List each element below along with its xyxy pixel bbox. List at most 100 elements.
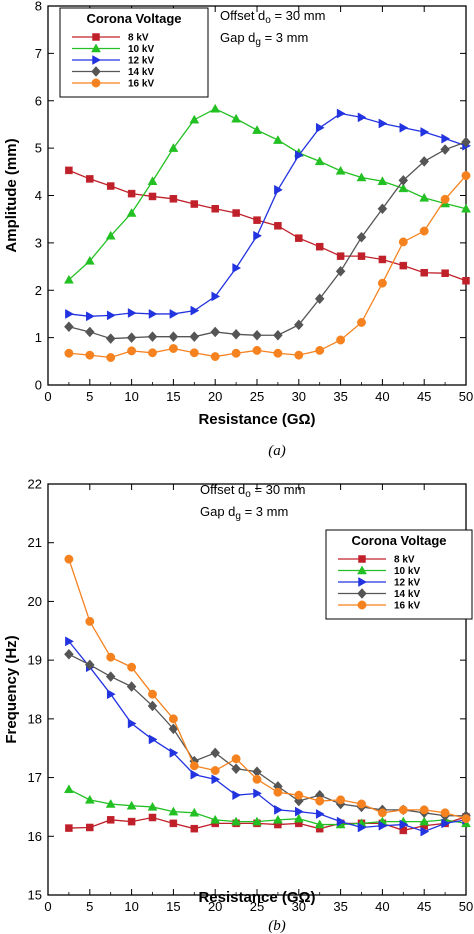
- y-tick-label: 22: [28, 477, 42, 492]
- data-point: [169, 309, 179, 319]
- data-point: [210, 352, 220, 362]
- x-tick-label: 35: [333, 389, 347, 404]
- data-point: [211, 291, 221, 302]
- data-point: [252, 774, 262, 784]
- data-point: [86, 175, 94, 183]
- data-point: [105, 798, 116, 808]
- data-point: [86, 311, 95, 322]
- data-point: [419, 805, 429, 815]
- data-point: [253, 216, 261, 224]
- data-point: [65, 636, 74, 647]
- series-16kV: [64, 171, 471, 362]
- data-point: [85, 350, 95, 360]
- data-point: [232, 263, 242, 273]
- data-point: [252, 329, 262, 341]
- data-point: [336, 335, 346, 345]
- legend-entry: 12 kV: [128, 56, 154, 67]
- data-point: [105, 230, 116, 240]
- data-point: [357, 318, 366, 327]
- data-point: [420, 826, 430, 837]
- data-point: [211, 205, 219, 213]
- data-point: [356, 172, 367, 182]
- data-point: [148, 689, 157, 699]
- data-point: [294, 350, 304, 360]
- legend-title: Corona Voltage: [86, 11, 181, 26]
- data-point: [63, 784, 74, 794]
- data-point: [336, 816, 346, 827]
- data-point: [231, 763, 241, 775]
- x-axis-label: Resistance (GΩ): [198, 889, 315, 906]
- data-point: [461, 171, 471, 181]
- data-point: [315, 796, 325, 806]
- legend-swatch-marker: [358, 555, 366, 563]
- data-point: [398, 183, 409, 193]
- data-point: [169, 747, 179, 758]
- data-point: [106, 652, 116, 662]
- data-point: [190, 824, 199, 833]
- legend-box: [325, 529, 473, 620]
- legend-swatch-marker: [358, 577, 368, 587]
- data-point: [127, 308, 137, 318]
- x-tick-label: 0: [44, 899, 51, 914]
- data-point: [420, 127, 430, 137]
- data-point: [398, 174, 409, 186]
- data-point: [189, 807, 200, 817]
- data-point: [399, 819, 409, 830]
- data-point: [126, 208, 137, 217]
- data-point: [127, 718, 137, 729]
- data-point: [419, 226, 429, 236]
- x-axis-label: Resistance (GΩ): [198, 411, 315, 428]
- series-line: [68, 108, 467, 281]
- data-point: [420, 268, 428, 277]
- x-tick-label: 10: [124, 899, 138, 914]
- data-point: [377, 808, 387, 818]
- data-point: [272, 814, 283, 824]
- x-tick-label: 15: [166, 389, 180, 404]
- data-point: [126, 332, 137, 343]
- data-point: [440, 808, 450, 818]
- data-point: [356, 231, 367, 243]
- data-point: [105, 333, 116, 344]
- y-tick-label: 2: [35, 283, 42, 298]
- data-point: [189, 114, 200, 124]
- data-point: [231, 113, 242, 123]
- data-point: [274, 222, 282, 230]
- data-point: [295, 806, 304, 817]
- data-point: [441, 818, 451, 829]
- data-point: [315, 122, 325, 133]
- data-point: [253, 788, 263, 799]
- data-point: [64, 648, 74, 660]
- data-point: [106, 353, 116, 362]
- data-point: [127, 346, 137, 356]
- data-point: [210, 766, 220, 775]
- data-point: [210, 814, 221, 824]
- x-tick-label: 15: [166, 899, 180, 914]
- data-point: [377, 203, 388, 215]
- y-tick-label: 5: [35, 141, 42, 156]
- legend-swatch-marker: [357, 588, 367, 599]
- y-tick-label: 3: [35, 235, 42, 250]
- series-10kV: [63, 103, 471, 284]
- data-point: [272, 135, 283, 144]
- data-point: [189, 331, 200, 343]
- data-point: [273, 787, 283, 797]
- y-tick-label: 20: [28, 594, 42, 609]
- data-point: [147, 176, 158, 186]
- x-tick-label: 0: [44, 389, 51, 404]
- x-tick-label: 50: [459, 899, 473, 914]
- x-tick-label: 50: [459, 389, 473, 404]
- data-point: [314, 293, 325, 305]
- data-point: [295, 234, 303, 242]
- data-point: [231, 816, 242, 826]
- data-point: [147, 700, 158, 712]
- data-point: [148, 348, 157, 358]
- series-line: [68, 653, 466, 817]
- legend-swatch-marker: [91, 78, 101, 88]
- data-point: [189, 348, 199, 358]
- data-point: [253, 230, 263, 241]
- data-point: [315, 809, 325, 819]
- legend-entry: 12 kV: [394, 578, 420, 589]
- legend-swatch-marker: [91, 43, 101, 53]
